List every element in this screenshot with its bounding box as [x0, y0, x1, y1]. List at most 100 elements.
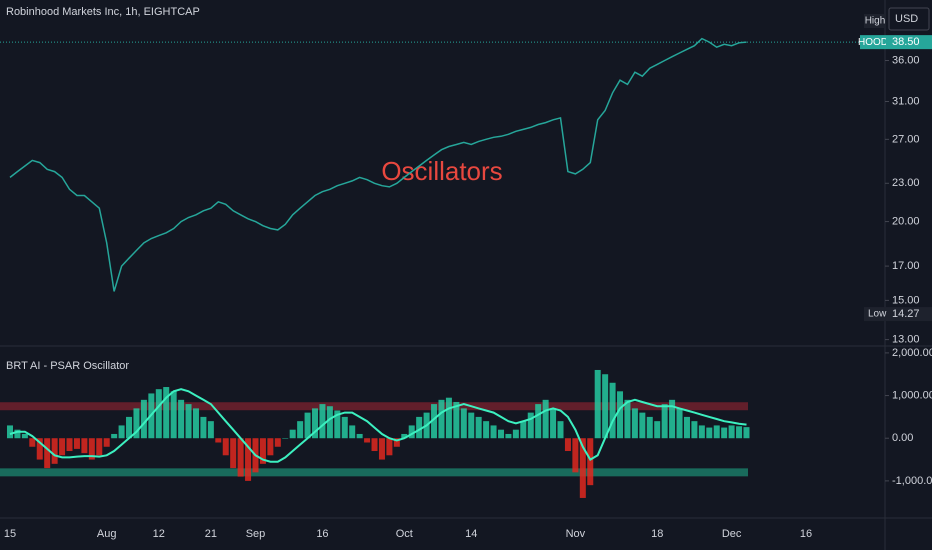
- y-tick-label: 1,000.00: [892, 389, 932, 401]
- x-tick-label: Dec: [722, 528, 742, 540]
- x-tick-label: 16: [800, 528, 812, 540]
- histogram-bar: [483, 421, 490, 439]
- histogram-bar: [661, 404, 668, 439]
- y-tick-label: 13.00: [892, 334, 920, 346]
- histogram-bar: [267, 438, 274, 456]
- x-tick-label: 12: [153, 528, 165, 540]
- histogram-bar: [393, 438, 400, 447]
- high-label: High: [865, 16, 886, 27]
- histogram-bar: [7, 425, 13, 439]
- indicator-title: BRT AI - PSAR Oscillator: [6, 360, 129, 372]
- histogram-bar: [683, 416, 690, 439]
- histogram-bar: [163, 387, 170, 439]
- histogram-bar: [245, 438, 252, 481]
- histogram-bar: [51, 438, 58, 464]
- histogram-bar: [356, 433, 363, 439]
- histogram-bar: [691, 421, 698, 439]
- histogram-bar: [364, 438, 371, 443]
- x-tick-label: Sep: [246, 528, 266, 540]
- histogram-bar: [624, 399, 631, 439]
- price-tag: [886, 35, 932, 50]
- histogram-bar: [29, 438, 36, 447]
- y-tick-label: 27.00: [892, 133, 920, 145]
- histogram-bar: [215, 438, 222, 443]
- histogram-bar: [297, 421, 304, 439]
- histogram-bar: [713, 425, 720, 439]
- x-tick-label: 16: [316, 528, 328, 540]
- low-text: Low: [868, 309, 887, 320]
- histogram-bar: [490, 425, 497, 439]
- histogram-bar: [386, 438, 393, 456]
- histogram-bar: [497, 429, 504, 439]
- histogram-bar: [438, 399, 445, 439]
- x-tick-label: 14: [465, 528, 477, 540]
- y-tick-label: 17.00: [892, 260, 920, 272]
- currency: USD: [895, 13, 918, 25]
- histogram-bar: [445, 397, 452, 439]
- histogram-bar: [14, 429, 21, 439]
- histogram-bar: [259, 438, 266, 464]
- y-tick-label: 23.00: [892, 177, 920, 189]
- histogram-bar: [564, 438, 571, 452]
- histogram-bar: [646, 416, 653, 439]
- histogram-bar: [431, 404, 438, 439]
- y-tick-label: 15.00: [892, 294, 920, 306]
- signal-line: [9, 388, 747, 463]
- chart-title: Robinhood Markets Inc, 1h, EIGHTCAP: [6, 6, 200, 18]
- histogram-bar: [111, 433, 118, 439]
- histogram-bar: [460, 408, 467, 439]
- low-tag: [864, 307, 932, 322]
- histogram-bar: [371, 438, 378, 452]
- x-tick-label: 21: [205, 528, 217, 540]
- last-price-label: 38.50: [892, 36, 920, 48]
- histogram-bar: [185, 404, 192, 439]
- histogram-bar: [408, 425, 415, 439]
- histogram-bar: [312, 408, 319, 439]
- histogram-bar: [676, 408, 683, 439]
- histogram-bar: [512, 429, 519, 439]
- histogram-bar: [44, 438, 51, 469]
- histogram-bar: [222, 438, 229, 456]
- histogram-bar: [468, 412, 475, 439]
- x-tick-label: Nov: [566, 528, 586, 540]
- histogram-bar: [178, 399, 185, 439]
- histogram-bar: [81, 438, 88, 454]
- histogram-bar: [289, 429, 296, 439]
- histogram-bar: [237, 438, 244, 477]
- histogram-bar: [416, 416, 423, 439]
- histogram-bar: [73, 438, 80, 449]
- currency-box[interactable]: [888, 7, 930, 31]
- histogram-bar: [207, 421, 214, 439]
- histogram-bar: [609, 382, 616, 439]
- x-tick-label: 18: [651, 528, 663, 540]
- histogram-bar: [617, 391, 624, 439]
- histogram-bar: [579, 438, 586, 498]
- histogram-bar: [520, 421, 527, 439]
- histogram-bar: [453, 401, 460, 439]
- y-tick-label: 36.00: [892, 54, 920, 66]
- histogram-bar: [126, 416, 133, 439]
- histogram-bar: [349, 425, 356, 439]
- histogram-bar: [654, 421, 661, 439]
- price-line: [9, 37, 747, 292]
- histogram-bar: [341, 416, 348, 439]
- y-tick-label: 20.00: [892, 215, 920, 227]
- histogram-bar: [230, 438, 237, 469]
- histogram-bar: [401, 433, 408, 439]
- histogram-bar: [155, 389, 162, 439]
- histogram-bar: [743, 427, 750, 439]
- x-tick-label: Aug: [97, 528, 117, 540]
- histogram-bar: [505, 433, 512, 439]
- histogram-bar: [36, 438, 43, 460]
- histogram-bar: [319, 404, 326, 439]
- y-tick-label: -1,000.00: [892, 475, 932, 487]
- histogram-bar: [170, 391, 177, 439]
- histogram-bar: [326, 406, 333, 439]
- histogram-bar: [736, 426, 743, 439]
- y-tick-label: 2,000.00: [892, 347, 932, 359]
- histogram-bar: [557, 421, 564, 439]
- histogram-bar: [103, 438, 110, 447]
- x-tick-label: 15: [4, 528, 16, 540]
- histogram-bar: [133, 408, 140, 439]
